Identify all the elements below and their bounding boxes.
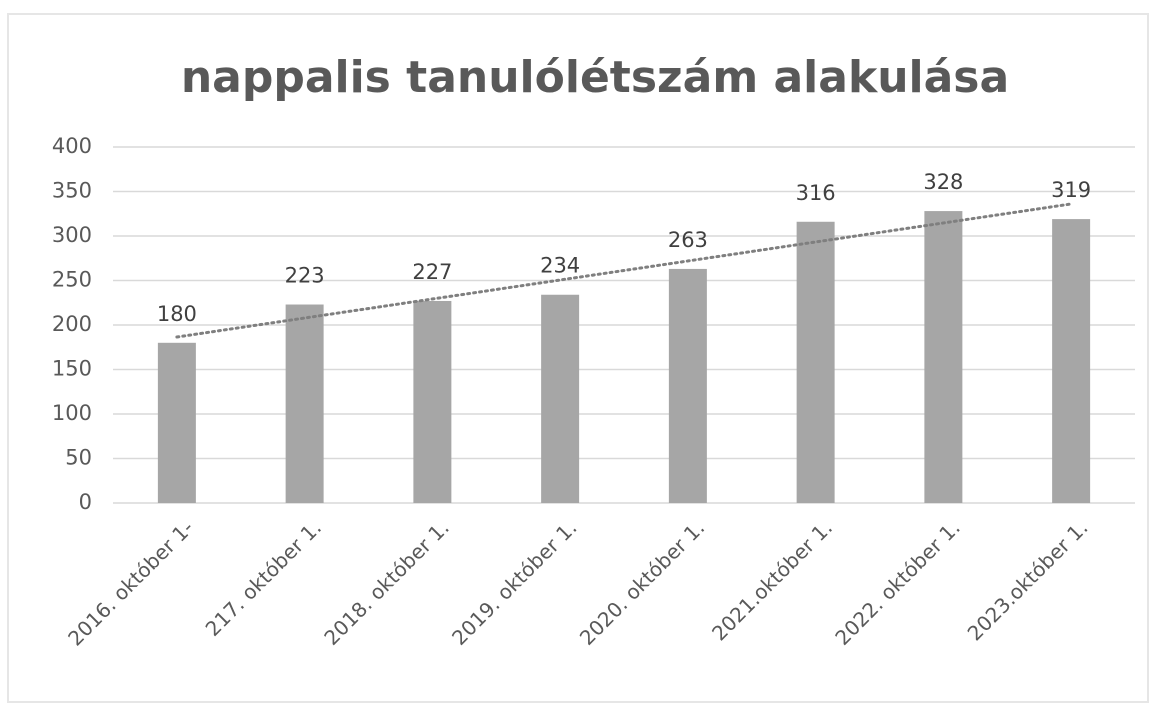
y-tick-label: 300 — [52, 223, 92, 247]
y-tick-label: 350 — [52, 179, 92, 203]
y-tick-label: 0 — [79, 490, 92, 514]
bar — [157, 342, 196, 503]
y-tick-label: 400 — [52, 134, 92, 158]
bars — [157, 202, 1091, 503]
bar — [285, 304, 324, 503]
data-label: 223 — [285, 264, 325, 288]
bar — [668, 268, 707, 503]
data-label: 227 — [412, 260, 452, 284]
y-tick-label: 150 — [52, 357, 92, 381]
chart-title: nappalis tanulólétszám alakulása — [181, 52, 1009, 103]
bar — [1052, 219, 1091, 503]
bar — [541, 294, 580, 503]
y-tick-label: 50 — [65, 446, 92, 470]
y-tick-label: 100 — [52, 401, 92, 425]
data-label: 234 — [540, 254, 580, 278]
bar — [413, 300, 452, 503]
bar — [924, 211, 963, 503]
bar — [796, 221, 835, 503]
y-tick-label: 200 — [52, 312, 92, 336]
data-label: 180 — [157, 302, 197, 326]
y-tick-label: 250 — [52, 268, 92, 292]
trendline — [175, 202, 1073, 339]
data-label: 319 — [1051, 178, 1091, 202]
data-label: 263 — [668, 228, 708, 252]
data-label: 328 — [923, 170, 963, 194]
grid — [113, 146, 1135, 504]
data-label: 316 — [796, 181, 836, 205]
